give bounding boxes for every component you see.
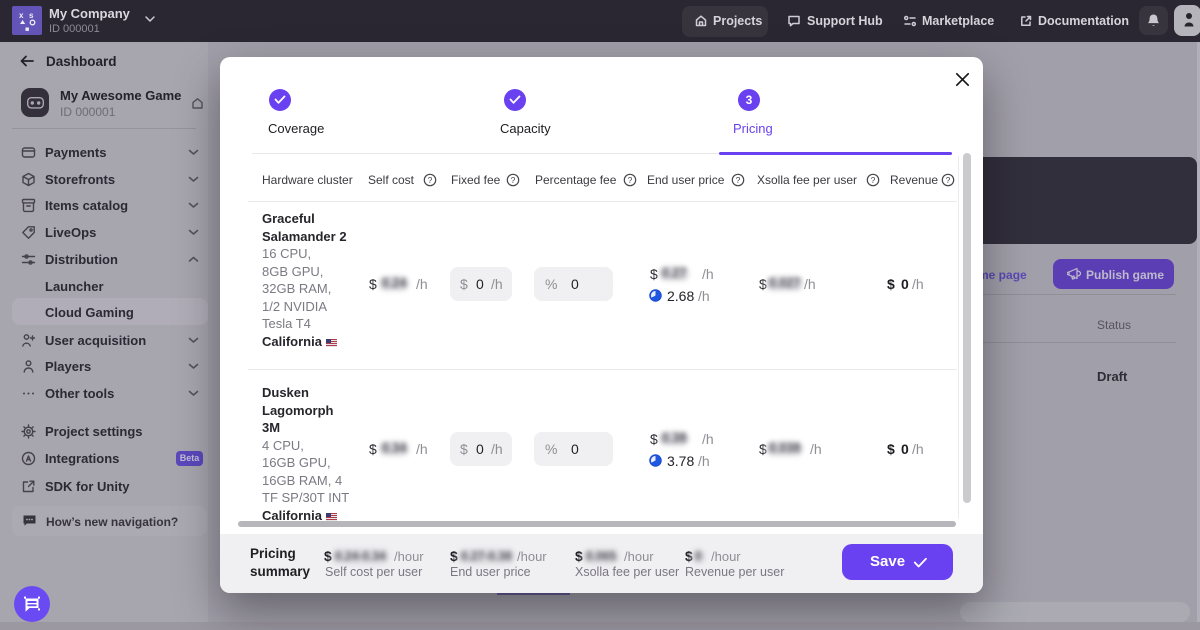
svg-text:?: ?: [428, 175, 433, 185]
svg-text:?: ?: [628, 175, 633, 185]
svg-text:?: ?: [946, 175, 951, 185]
svg-text:s: s: [29, 11, 34, 20]
svg-text:?: ?: [736, 175, 741, 185]
svg-text:x: x: [19, 11, 24, 20]
svg-text:?: ?: [871, 175, 876, 185]
svg-text:?: ?: [511, 175, 516, 185]
